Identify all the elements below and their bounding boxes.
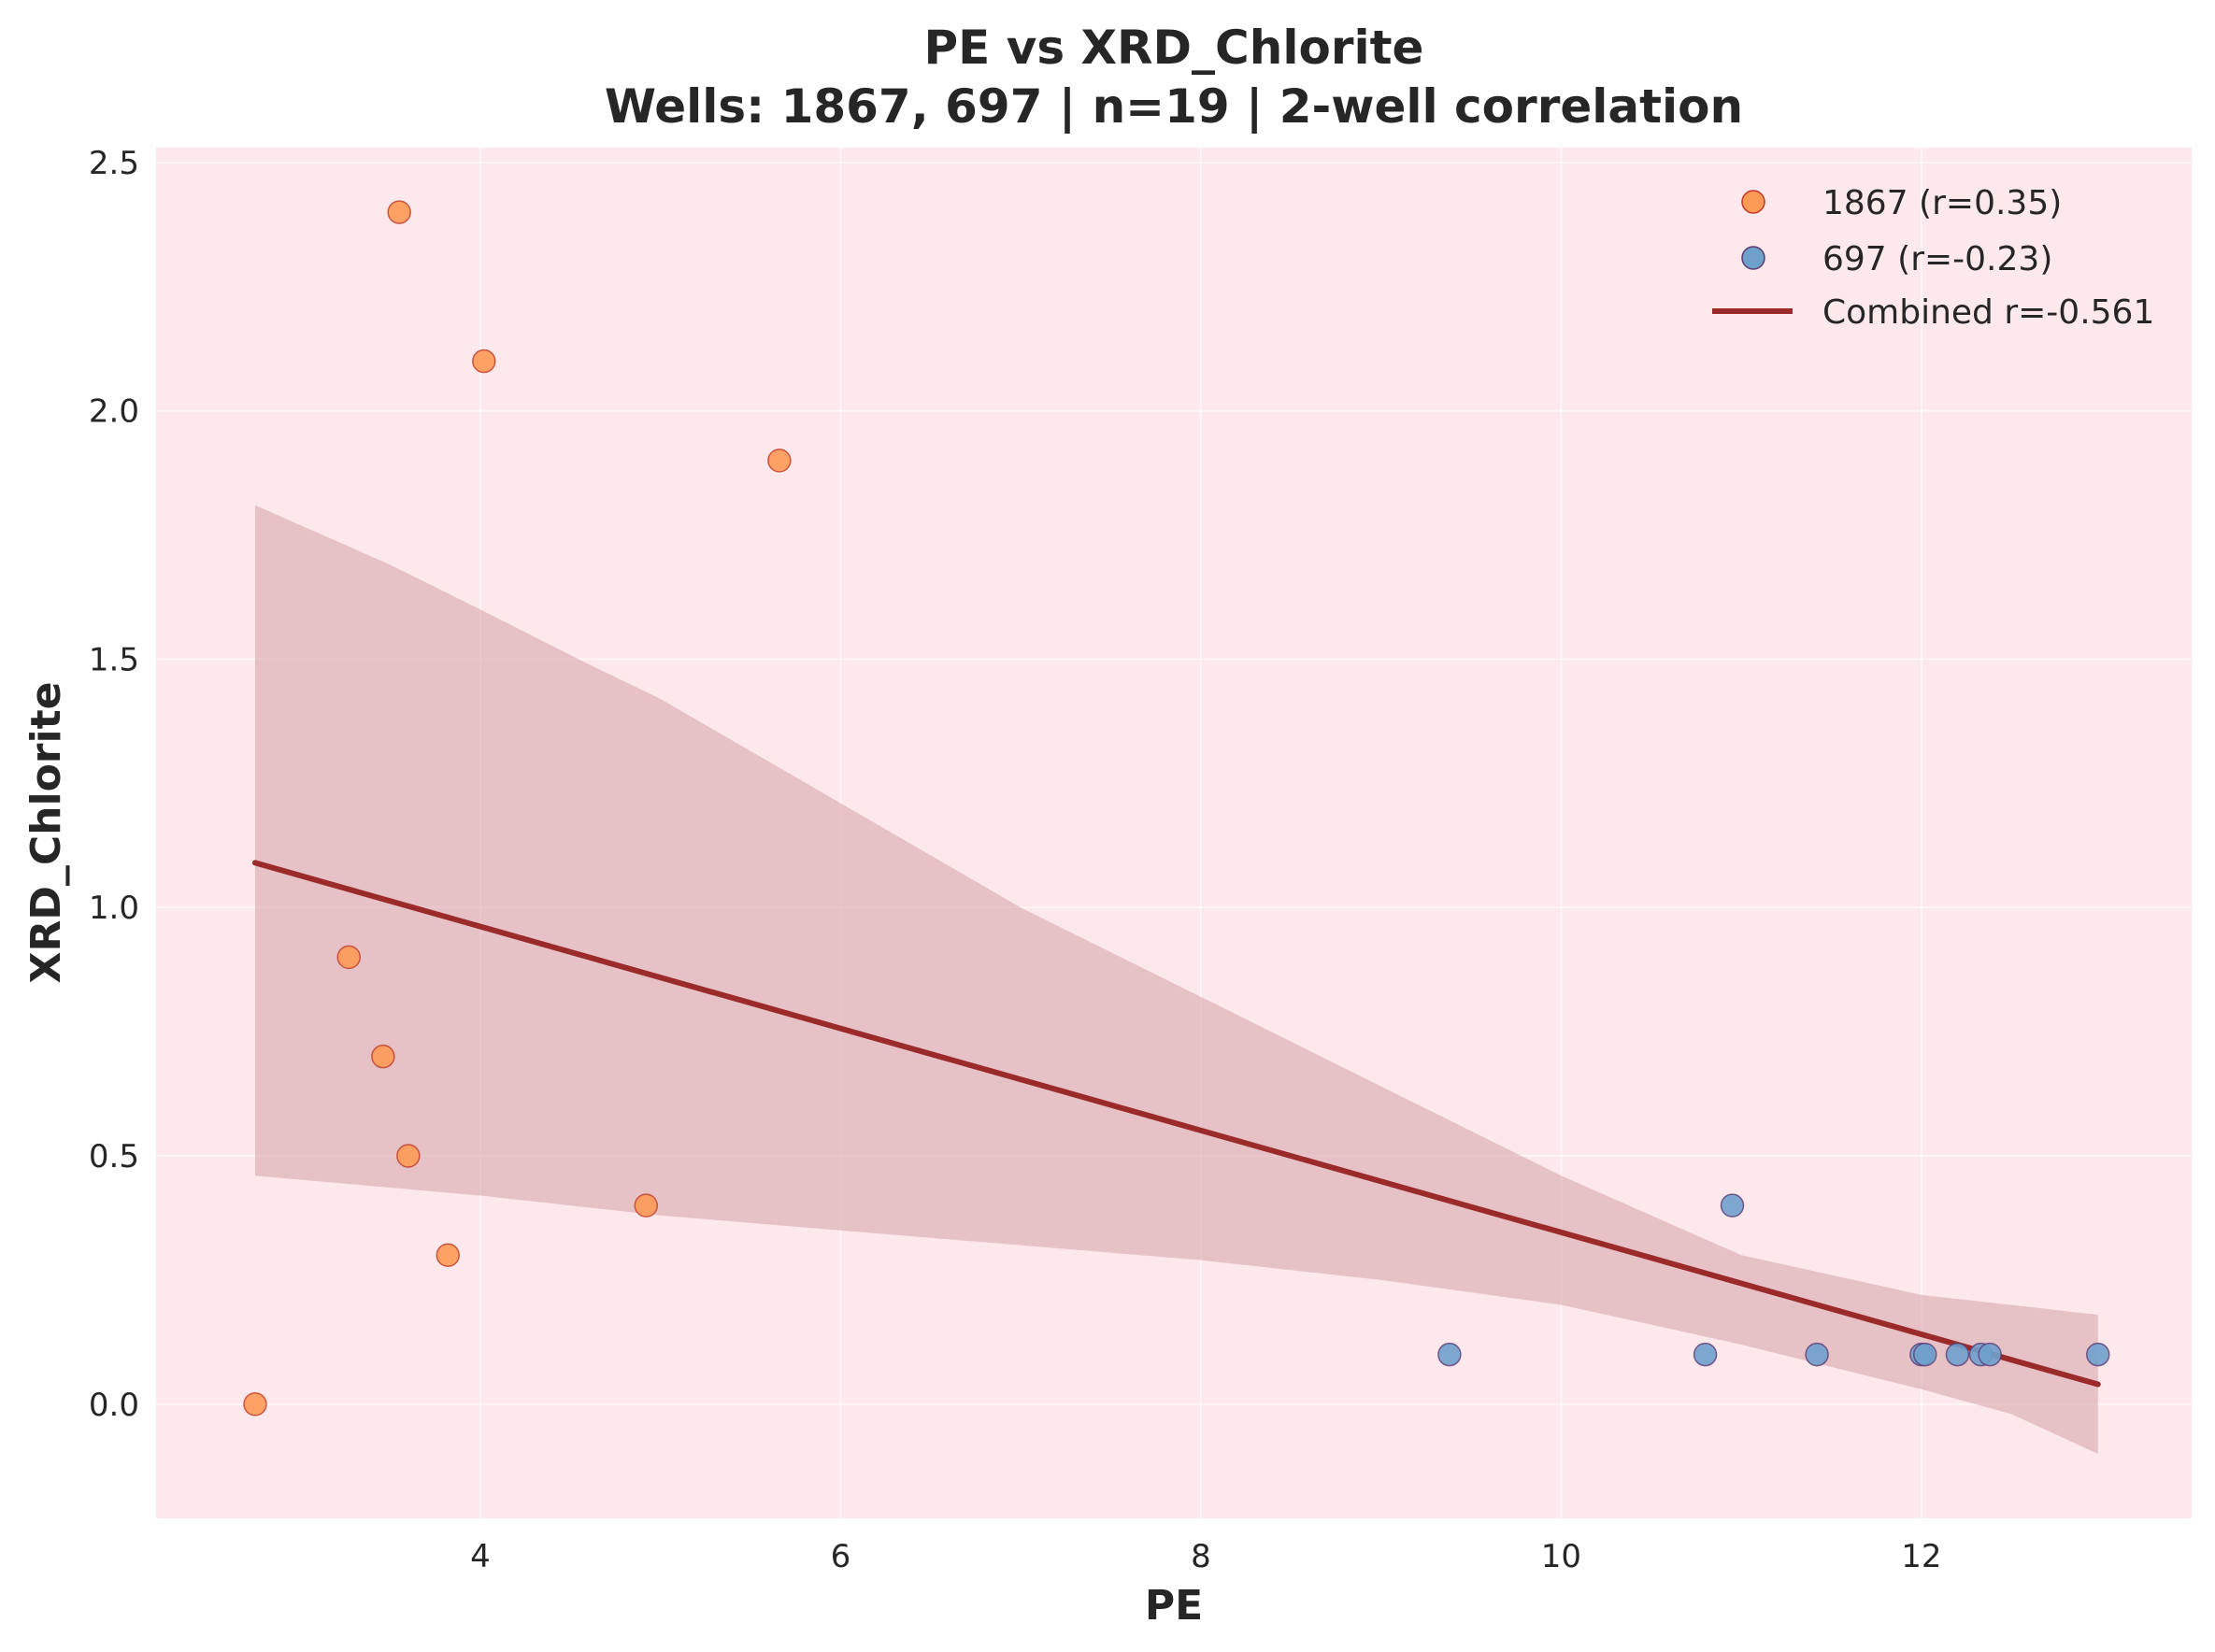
y-tick-label-3: 1.5	[89, 641, 139, 678]
point-series-0-1	[336, 945, 361, 970]
point-series-1-9	[2086, 1342, 2110, 1367]
point-series-0-2	[371, 1044, 395, 1069]
x-tick-label-0: 4	[470, 1538, 491, 1575]
x-tick-label-2: 8	[1191, 1538, 1211, 1575]
legend-label-697: 697 (r=-0.23)	[1822, 240, 2052, 278]
plot-area	[156, 148, 2192, 1518]
point-series-0-3	[387, 200, 411, 224]
point-series-1-8	[1978, 1342, 2002, 1367]
y-tick-label-5: 2.5	[89, 145, 139, 182]
legend: 1867 (r=0.35) 697 (r=-0.23) Combined r=-…	[1712, 184, 2154, 332]
legend-marker-697	[1741, 246, 1765, 270]
x-axis-label: PE	[1145, 1582, 1203, 1630]
x-axis-ticks: 4 6 8 10 12	[470, 1538, 1941, 1575]
x-tick-label-3: 10	[1541, 1538, 1581, 1575]
y-axis-ticks: 0.0 0.5 1.0 1.5 2.0 2.5	[89, 145, 139, 1424]
point-series-0-8	[767, 449, 792, 473]
y-axis-label: XRD_Chlorite	[22, 682, 70, 984]
chart-subtitle: Wells: 1867, 697 | n=19 | 2-well correla…	[605, 79, 1743, 134]
confidence-band	[255, 505, 2098, 1454]
point-series-0-7	[634, 1193, 659, 1218]
chart-title: PE vs XRD_Chlorite	[924, 21, 1424, 75]
point-series-1-2	[1720, 1193, 1745, 1218]
legend-marker-1867	[1741, 190, 1765, 214]
point-series-0-6	[472, 349, 496, 374]
x-tick-label-4: 12	[1901, 1538, 1941, 1575]
point-series-0-5	[436, 1243, 460, 1268]
legend-label-combined: Combined r=-0.561	[1822, 293, 2154, 332]
scatter-points	[243, 200, 2110, 1417]
regression-line	[252, 860, 2101, 1388]
point-series-0-0	[243, 1392, 267, 1417]
regression-line-group	[252, 860, 2101, 1388]
y-tick-label-4: 2.0	[89, 393, 139, 431]
y-tick-label-2: 1.0	[89, 890, 139, 927]
legend-label-1867: 1867 (r=0.35)	[1822, 184, 2062, 222]
x-tick-label-1: 6	[831, 1538, 851, 1575]
point-series-1-5	[1912, 1342, 1937, 1367]
point-series-1-1	[1693, 1342, 1718, 1367]
confidence-band-group	[255, 505, 2098, 1454]
point-series-1-3	[1805, 1342, 1829, 1367]
point-series-1-0	[1437, 1342, 1462, 1367]
point-series-1-6	[1945, 1342, 1970, 1367]
point-series-0-4	[396, 1144, 421, 1168]
y-tick-label-1: 0.5	[89, 1138, 139, 1175]
y-tick-label-0: 0.0	[89, 1387, 139, 1424]
